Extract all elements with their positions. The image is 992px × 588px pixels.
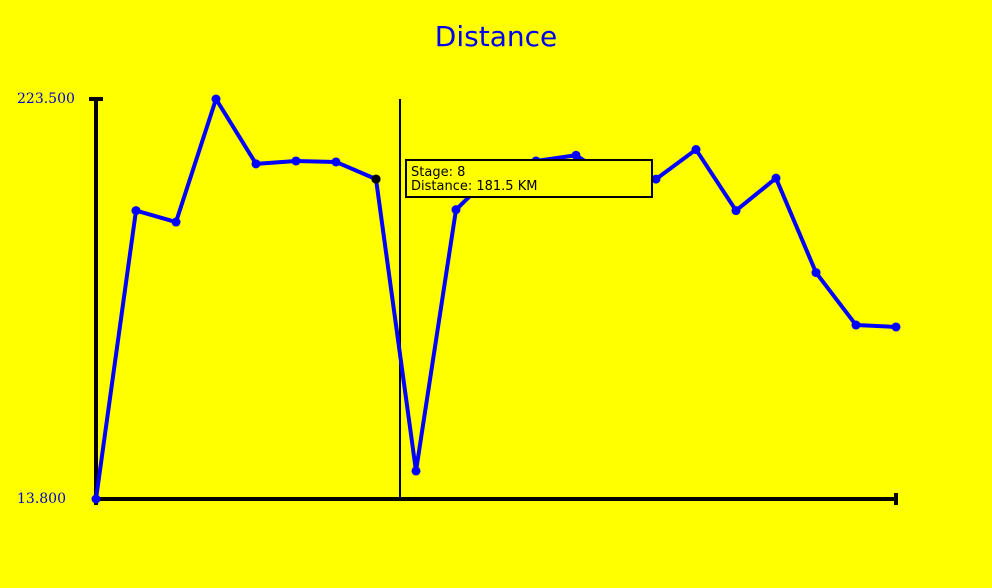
data-point[interactable] [291, 156, 301, 166]
series-layer [91, 94, 901, 504]
tooltip-stage: Stage: 8 [411, 165, 466, 180]
data-point[interactable] [211, 94, 221, 104]
data-tooltip: Stage: 8 Distance: 181.5 KM [405, 159, 653, 198]
hover-marker [371, 174, 381, 184]
data-point[interactable] [851, 320, 861, 330]
data-point[interactable] [691, 145, 701, 155]
y-tick-label-min: 13.800 [17, 491, 66, 507]
data-point[interactable] [571, 150, 581, 160]
data-point[interactable] [251, 159, 261, 169]
data-point[interactable] [91, 494, 101, 504]
data-point[interactable] [811, 268, 821, 278]
data-point[interactable] [891, 322, 901, 332]
data-point[interactable] [731, 206, 741, 216]
data-point[interactable] [131, 206, 141, 216]
tooltip-distance: Distance: 181.5 KM [411, 179, 538, 194]
data-point[interactable] [651, 174, 661, 184]
data-point[interactable] [171, 217, 181, 227]
chart-title: Distance [434, 20, 558, 53]
data-point[interactable] [331, 157, 341, 167]
data-point[interactable] [411, 466, 421, 476]
data-point[interactable] [771, 173, 781, 183]
y-tick-label-max: 223.500 [17, 91, 75, 107]
data-point[interactable] [451, 205, 461, 215]
